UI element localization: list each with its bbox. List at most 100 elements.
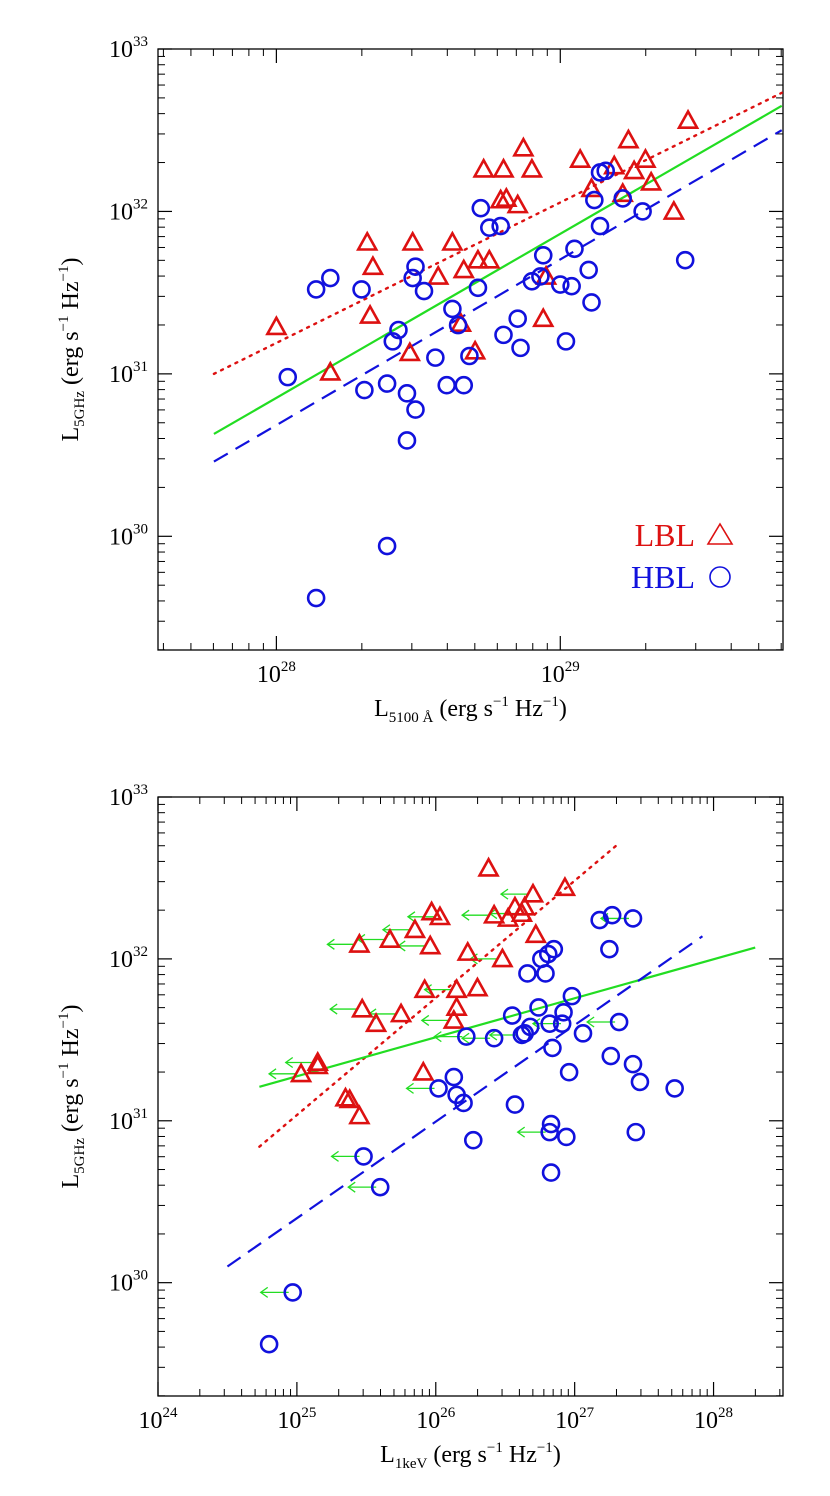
- lbl-point: [512, 136, 535, 157]
- hbl-point: [623, 909, 643, 928]
- y-tick-base: 10: [109, 785, 133, 811]
- lbl-point: [472, 157, 495, 178]
- lbl-point: [361, 254, 385, 276]
- hbl-point: [541, 1114, 561, 1134]
- plot-area: [226, 844, 756, 1354]
- lbl-point: [662, 199, 686, 220]
- hbl-point: [518, 964, 537, 983]
- hbl-point: [377, 536, 397, 556]
- hbl-point: [582, 293, 601, 312]
- hbl-point: [626, 1122, 646, 1142]
- hbl-point: [590, 216, 610, 236]
- lbl-point: [428, 905, 452, 926]
- hbl-point: [511, 338, 530, 358]
- hbl-point: [541, 1163, 561, 1182]
- lbl-point: [413, 977, 436, 999]
- lbl-point: [492, 157, 515, 178]
- hbl-point: [468, 278, 488, 298]
- lbl-point: [521, 882, 545, 903]
- hbl-point: [600, 939, 619, 959]
- x-tick-label: 1025: [277, 1405, 316, 1434]
- hbl-point: [370, 1177, 390, 1197]
- hbl-point: [520, 1017, 540, 1037]
- hbl-point: [505, 1095, 525, 1114]
- x-tick-label: 1026: [416, 1405, 456, 1434]
- hbl-point: [444, 1067, 464, 1087]
- hbl-point: [454, 375, 474, 395]
- x-tick-exp: 26: [440, 1405, 456, 1421]
- x-tick-label: 1027: [555, 1405, 595, 1434]
- hbl-point: [306, 280, 326, 299]
- fit-line-solid: [213, 104, 783, 435]
- hbl-point: [397, 384, 417, 403]
- x-tick-exp: 29: [565, 659, 580, 675]
- y-tick-base: 10: [109, 362, 133, 388]
- x-tick-base: 10: [555, 1408, 579, 1434]
- hbl-point: [633, 202, 652, 221]
- hbl-point: [601, 1046, 621, 1066]
- x-tick-label: 1028: [257, 659, 296, 688]
- hbl-point: [463, 1130, 483, 1150]
- hbl-point: [389, 320, 408, 340]
- lbl-point: [520, 157, 544, 178]
- lbl-point: [398, 341, 422, 362]
- hbl-point: [623, 1054, 643, 1074]
- hbl-point: [491, 216, 510, 236]
- hbl-point: [573, 1024, 593, 1043]
- lbl-point: [466, 976, 489, 997]
- legend-label: LBL: [635, 517, 695, 553]
- hbl-point: [494, 325, 513, 345]
- lbl-point: [358, 303, 382, 324]
- hbl-point: [531, 267, 550, 286]
- hbl-point: [484, 1028, 504, 1048]
- hbl-point: [557, 1127, 576, 1147]
- x-axis-label: L1keV (erg s−1 Hz−1): [380, 1440, 561, 1472]
- hbl-point: [543, 1038, 562, 1058]
- y-tick-exp: 33: [133, 34, 148, 50]
- upper-limit-arrow: [326, 938, 356, 950]
- hbl-point: [613, 189, 633, 208]
- hbl-point: [540, 1122, 559, 1142]
- hbl-point: [590, 910, 609, 930]
- upper-limit-arrow: [460, 909, 491, 921]
- hbl-point: [403, 268, 422, 288]
- lbl-point: [524, 922, 547, 944]
- fit-line-dotted: [212, 91, 783, 376]
- hbl-point: [283, 1283, 303, 1302]
- lbl-point: [456, 940, 479, 961]
- y-tick-label: 1032: [109, 196, 148, 225]
- lbl-point: [334, 1086, 357, 1107]
- lbl-point: [364, 1011, 388, 1033]
- hbl-point: [437, 375, 457, 395]
- x-tick-base: 10: [416, 1408, 440, 1434]
- fit-line-solid: [259, 946, 756, 1088]
- hbl-point: [536, 964, 555, 983]
- hbl-point: [508, 309, 527, 328]
- plot-frame: [157, 796, 784, 1397]
- hbl-point: [529, 998, 548, 1017]
- lbl-point: [420, 900, 443, 921]
- x-tick-exp: 25: [301, 1405, 316, 1421]
- lbl-point: [489, 188, 512, 209]
- lbl-point: [441, 230, 464, 251]
- hbl-point: [259, 1334, 279, 1354]
- y-axis-label: L5GHz (erg s−1 Hz−1): [56, 258, 88, 442]
- upper-limit-arrow: [329, 1003, 359, 1015]
- x-tick-base: 10: [139, 1408, 163, 1434]
- hbl-point: [377, 374, 397, 393]
- lbl-point: [378, 927, 402, 948]
- lbl-point: [622, 159, 646, 180]
- y-tick-exp: 31: [133, 359, 148, 375]
- hbl-point: [414, 281, 434, 301]
- hbl-point: [471, 198, 491, 218]
- x-tick-base: 10: [257, 662, 281, 688]
- x-tick-label: 1024: [139, 1405, 179, 1434]
- lbl-point: [478, 248, 501, 269]
- hbl-point: [502, 1006, 522, 1025]
- x-tick-base: 10: [541, 662, 565, 688]
- upper-limit-arrow: [499, 888, 529, 900]
- upper-limit-arrow: [406, 911, 436, 923]
- hbl-point: [675, 250, 695, 270]
- hbl-point: [562, 276, 581, 296]
